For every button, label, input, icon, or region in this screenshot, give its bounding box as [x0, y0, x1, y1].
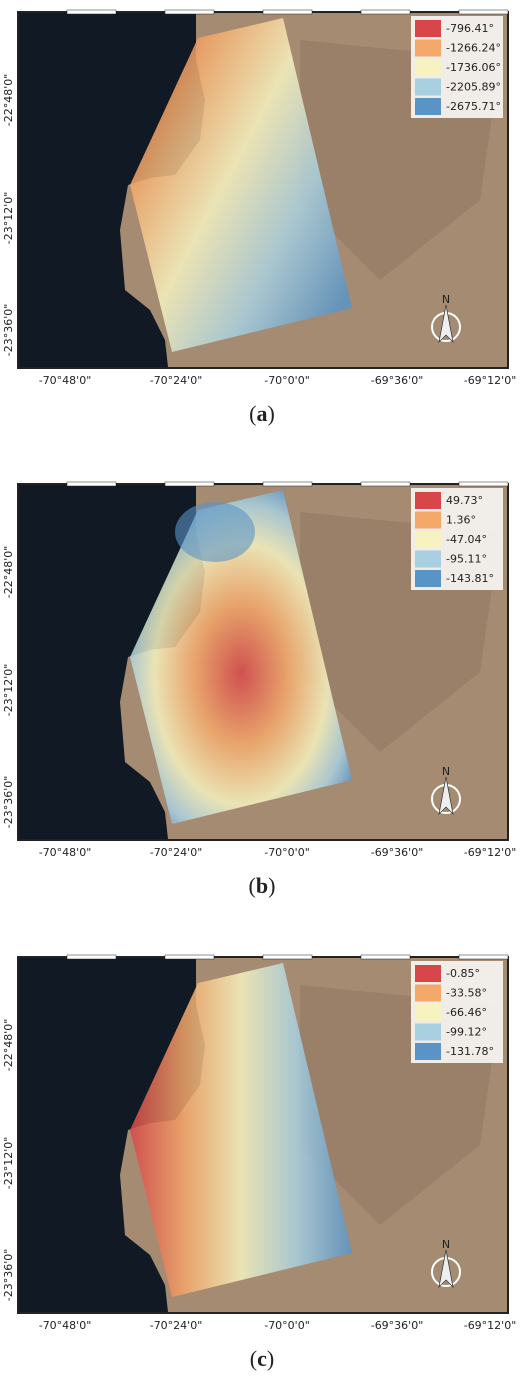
x-tick-label: -70°48'0" [39, 846, 92, 859]
ocean [19, 13, 205, 367]
x-tick-label: -69°12'0" [464, 1319, 517, 1332]
caption: (b) [249, 873, 276, 898]
y-tick-label: -22°48'0" [2, 1019, 15, 1072]
legend-label: -2205.89° [446, 81, 501, 94]
data-swath [130, 490, 352, 824]
x-tick-label: -70°24'0" [150, 374, 203, 387]
x-tick-label: -70°48'0" [39, 374, 92, 387]
x-tick-label: -70°48'0" [39, 1319, 92, 1332]
frame-tick [458, 481, 509, 487]
legend-label: -33.58° [446, 987, 487, 1000]
legend-swatch [415, 20, 441, 37]
legend-swatch [415, 550, 441, 568]
x-tick-label: -69°12'0" [464, 374, 517, 387]
frame-tick [164, 954, 215, 960]
map-panel: -796.41° -1266.24° -1736.06° -2205.89° -2675… [2, 9, 517, 426]
legend-label: -796.41° [446, 22, 494, 35]
frame-tick [458, 954, 509, 960]
caption-letter: b [256, 873, 268, 898]
y-tick-label: -22°48'0" [2, 74, 15, 127]
x-tick-label: -69°36'0" [371, 846, 424, 859]
x-tick-label: -70°0'0" [264, 846, 310, 859]
legend-swatch [415, 98, 441, 115]
data-swath [130, 963, 352, 1297]
caption-letter: a [257, 401, 268, 426]
legend-swatch [415, 1023, 441, 1041]
caption: (c) [250, 1346, 274, 1371]
frame-tick [66, 954, 117, 960]
x-tick-label: -70°0'0" [264, 1319, 310, 1332]
x-tick-label: -69°36'0" [371, 374, 424, 387]
legend-label: -143.81° [446, 572, 494, 585]
swath-low [175, 502, 255, 562]
legend-label: 49.73° [446, 494, 483, 507]
north-label: N [442, 1238, 450, 1251]
legend-label: -99.12° [446, 1026, 487, 1039]
north-arrow [438, 776, 454, 816]
legend-swatch [415, 1004, 441, 1021]
legend-label: 1.36° [446, 514, 476, 527]
x-tick-label: -70°0'0" [264, 374, 310, 387]
frame-tick [458, 9, 509, 15]
legend-label: -131.78° [446, 1045, 494, 1058]
frame-tick [360, 9, 411, 15]
legend-swatch [415, 78, 441, 96]
frame-tick [66, 481, 117, 487]
north-arrow [438, 304, 454, 344]
y-tick-label: -23°12'0" [2, 1137, 15, 1190]
ocean [19, 485, 205, 839]
y-tick-label: -23°36'0" [2, 1249, 15, 1302]
data-swath [130, 18, 352, 352]
caption-letter: c [257, 1346, 267, 1371]
north-label: N [442, 765, 450, 778]
legend-label: -2675.71° [446, 100, 501, 113]
frame-tick [262, 9, 313, 15]
legend-label: -66.46° [446, 1006, 487, 1019]
legend-swatch [415, 59, 441, 76]
frame-tick [262, 481, 313, 487]
frame-tick [360, 954, 411, 960]
north-label: N [442, 293, 450, 306]
y-tick-label: -23°36'0" [2, 776, 15, 829]
x-tick-label: -70°24'0" [150, 1319, 203, 1332]
frame-tick [164, 9, 215, 15]
x-tick-label: -69°36'0" [371, 1319, 424, 1332]
legend-swatch [415, 1043, 441, 1060]
legend-swatch [415, 570, 441, 587]
legend-label: -0.85° [446, 967, 480, 980]
x-tick-label: -70°24'0" [150, 846, 203, 859]
y-tick-label: -23°12'0" [2, 664, 15, 717]
ocean [19, 958, 205, 1312]
map-panel: -0.85° -33.58° -66.46° -99.12° -131.78° N -70°… [2, 954, 517, 1371]
legend-swatch [415, 492, 441, 509]
frame-tick [66, 9, 117, 15]
legend-label: -95.11° [446, 553, 487, 566]
legend-swatch [415, 39, 441, 57]
map-panel: 49.73° 1.36° -47.04° -95.11° -143.81° N -70°48… [2, 481, 517, 898]
legend-label: -1736.06° [446, 61, 501, 74]
caption: (a) [249, 401, 275, 426]
legend-swatch [415, 965, 441, 982]
y-tick-label: -23°12'0" [2, 192, 15, 245]
y-tick-label: -22°48'0" [2, 546, 15, 599]
y-tick-label: -23°36'0" [2, 304, 15, 357]
frame-tick [262, 954, 313, 960]
legend-label: -1266.24° [446, 42, 501, 55]
legend-swatch [415, 531, 441, 548]
legend-swatch [415, 984, 441, 1002]
legend-label: -47.04° [446, 533, 487, 546]
frame-tick [360, 481, 411, 487]
north-arrow [438, 1249, 454, 1289]
frame-tick [164, 481, 215, 487]
legend-swatch [415, 511, 441, 529]
x-tick-label: -69°12'0" [464, 846, 517, 859]
